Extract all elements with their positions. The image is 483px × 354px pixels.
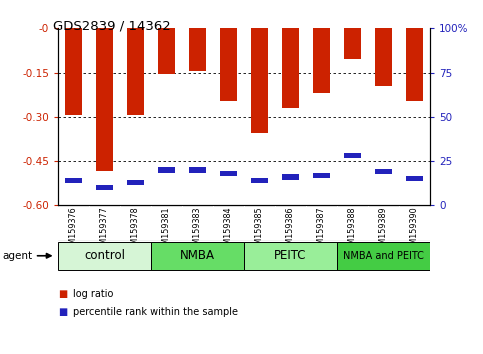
Bar [344,153,361,159]
Bar [220,28,237,101]
FancyBboxPatch shape [58,242,151,270]
Text: GSM159385: GSM159385 [255,206,264,255]
Bar [282,175,299,180]
Text: GSM159377: GSM159377 [100,206,109,255]
Bar [313,28,330,93]
Text: GSM159390: GSM159390 [410,206,419,255]
Text: percentile rank within the sample: percentile rank within the sample [73,307,239,316]
Text: GSM159387: GSM159387 [317,206,326,255]
Text: GSM159386: GSM159386 [286,206,295,255]
Bar [158,28,175,74]
Text: GSM159384: GSM159384 [224,206,233,255]
Text: GSM159383: GSM159383 [193,206,202,255]
Bar [251,28,268,133]
Text: GSM159381: GSM159381 [162,206,171,255]
Text: GSM159378: GSM159378 [131,206,140,255]
Bar [127,180,144,185]
Text: ■: ■ [58,307,67,316]
Text: agent: agent [2,251,32,261]
Bar [158,167,175,173]
Text: log ratio: log ratio [73,289,114,299]
Bar [189,167,206,173]
Text: NMBA and PEITC: NMBA and PEITC [343,251,424,261]
Bar [65,178,82,183]
Bar [375,28,392,86]
Text: GSM159388: GSM159388 [348,206,357,255]
Text: control: control [84,249,125,262]
Bar [96,185,113,190]
Text: ■: ■ [58,289,67,299]
Bar [375,169,392,175]
Bar [344,28,361,59]
Bar [313,173,330,178]
FancyBboxPatch shape [151,242,244,270]
FancyBboxPatch shape [244,242,337,270]
Bar [282,28,299,108]
Text: GSM159389: GSM159389 [379,206,388,255]
Bar [406,28,423,101]
Bar [65,28,82,115]
Text: NMBA: NMBA [180,249,215,262]
FancyBboxPatch shape [337,242,430,270]
Text: GSM159376: GSM159376 [69,206,78,255]
Text: PEITC: PEITC [274,249,307,262]
Bar [251,178,268,183]
Bar [96,28,113,171]
Bar [220,171,237,176]
Bar [127,28,144,115]
Bar [189,28,206,71]
Bar [406,176,423,181]
Text: GDS2839 / 14362: GDS2839 / 14362 [53,19,171,33]
